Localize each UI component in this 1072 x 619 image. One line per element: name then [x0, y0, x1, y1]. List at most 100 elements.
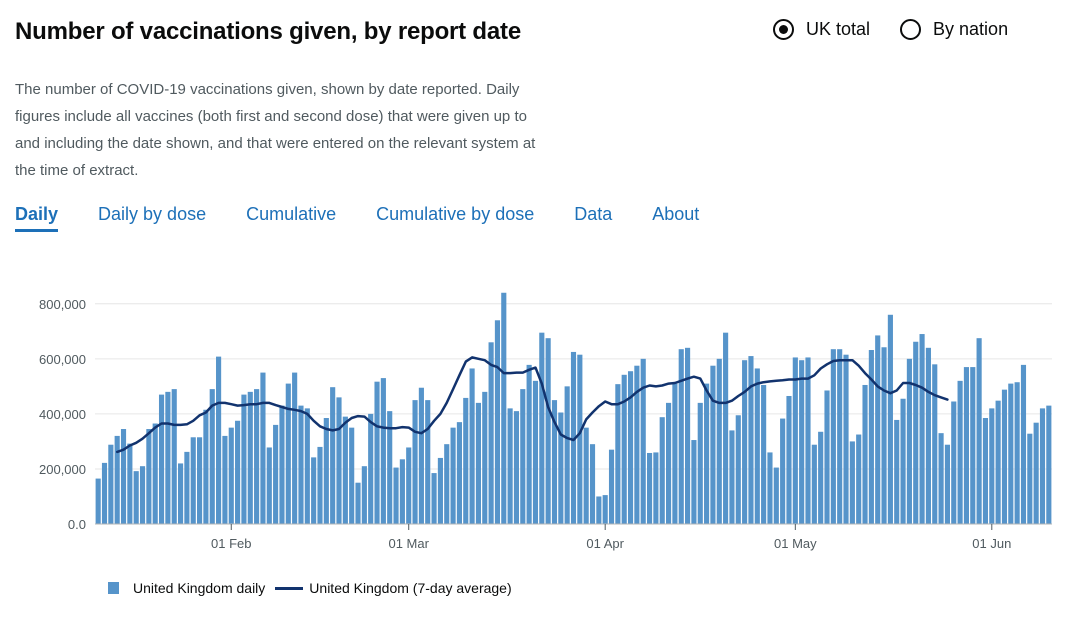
bar [761, 384, 767, 524]
bar [1039, 408, 1046, 524]
legend-line-swatch-icon [275, 586, 304, 590]
bar [1020, 364, 1027, 524]
legend-label-daily: United Kingdom daily [133, 580, 266, 596]
tab-daily[interactable]: Daily [15, 204, 59, 232]
bar [995, 400, 1001, 524]
bar [799, 360, 805, 524]
bar [551, 400, 558, 524]
tab-cumulative-by-dose[interactable]: Cumulative by dose [376, 204, 535, 224]
bar [101, 462, 108, 524]
bar [374, 381, 380, 524]
bar [482, 391, 488, 524]
bar [349, 427, 355, 524]
chart-description: The number of COVID-19 vaccinations give… [15, 81, 536, 179]
bar [209, 389, 215, 524]
bar [177, 463, 184, 524]
bar [704, 383, 710, 524]
bar [399, 459, 405, 524]
bar [621, 374, 627, 524]
legend-item-average[interactable]: United Kingdom (7-day average) [275, 580, 512, 596]
bar [913, 341, 919, 524]
bar [944, 444, 950, 524]
bar [526, 364, 532, 524]
bar [266, 447, 272, 524]
bar [830, 349, 836, 524]
legend-bar-swatch-icon [108, 582, 119, 594]
tab-daily-by-dose[interactable]: Daily by dose [98, 204, 207, 224]
y-tick-label: 600,000 [39, 352, 86, 367]
bar [818, 431, 824, 524]
bar [862, 384, 868, 524]
x-tick-label: 01 Jun [972, 536, 1011, 551]
bar [558, 412, 564, 524]
bar [545, 338, 551, 524]
bar [589, 444, 596, 524]
bar [254, 389, 260, 524]
bar [247, 391, 253, 524]
bar [393, 467, 399, 524]
bar [1014, 382, 1020, 524]
radio-by-nation-label: By nation [933, 19, 1009, 39]
bar [646, 452, 653, 524]
bar [748, 356, 754, 524]
bar [418, 387, 424, 524]
view-radio-group: UK total By nation [773, 19, 1008, 40]
bar [158, 394, 165, 524]
tab-data[interactable]: Data [574, 204, 613, 224]
bar [824, 390, 830, 524]
bar [678, 349, 684, 524]
bar [165, 391, 171, 524]
bar [361, 466, 367, 524]
bar [235, 420, 241, 524]
radio-uk-total[interactable]: UK total [773, 19, 870, 40]
bar [431, 473, 437, 524]
y-tick-label: 400,000 [39, 407, 86, 422]
radio-by-nation[interactable]: By nation [900, 19, 1008, 40]
bar [279, 405, 285, 524]
radio-unchecked-icon[interactable] [900, 19, 922, 40]
bar [380, 378, 386, 524]
radio-checked-icon[interactable] [773, 19, 794, 40]
bar [507, 408, 513, 524]
bar [520, 389, 526, 524]
bar [659, 417, 665, 524]
bar [463, 397, 469, 524]
bar [241, 394, 247, 524]
tab-about[interactable]: About [652, 204, 700, 224]
bar [691, 440, 697, 524]
bar [203, 409, 209, 524]
page-title: Number of vaccinations given, by report … [15, 18, 521, 45]
bar [501, 292, 507, 524]
bar [387, 411, 393, 524]
bar [317, 446, 323, 524]
bar [868, 350, 874, 524]
bar [450, 427, 456, 524]
bar [729, 430, 735, 524]
bar [932, 364, 938, 524]
bar [900, 398, 906, 524]
bar [811, 444, 817, 524]
bar [564, 386, 570, 524]
bar [488, 342, 494, 524]
bar [1033, 422, 1039, 524]
bar [285, 383, 291, 524]
bar [602, 495, 608, 524]
bar [323, 418, 329, 524]
bar [494, 320, 501, 524]
bar [938, 433, 944, 524]
bar [951, 401, 957, 524]
tab-cumulative[interactable]: Cumulative [246, 204, 337, 224]
bar [146, 429, 152, 524]
average-line [115, 356, 949, 454]
bar [114, 435, 120, 524]
bar [127, 443, 133, 524]
bar [716, 358, 722, 524]
bar [469, 368, 475, 524]
legend-item-daily[interactable]: United Kingdom daily [108, 580, 265, 596]
bar [260, 372, 266, 524]
bar [881, 347, 887, 524]
bar [1008, 383, 1014, 524]
bar [437, 457, 443, 524]
y-tick-label: 0.0 [68, 517, 86, 532]
bar [292, 372, 298, 524]
